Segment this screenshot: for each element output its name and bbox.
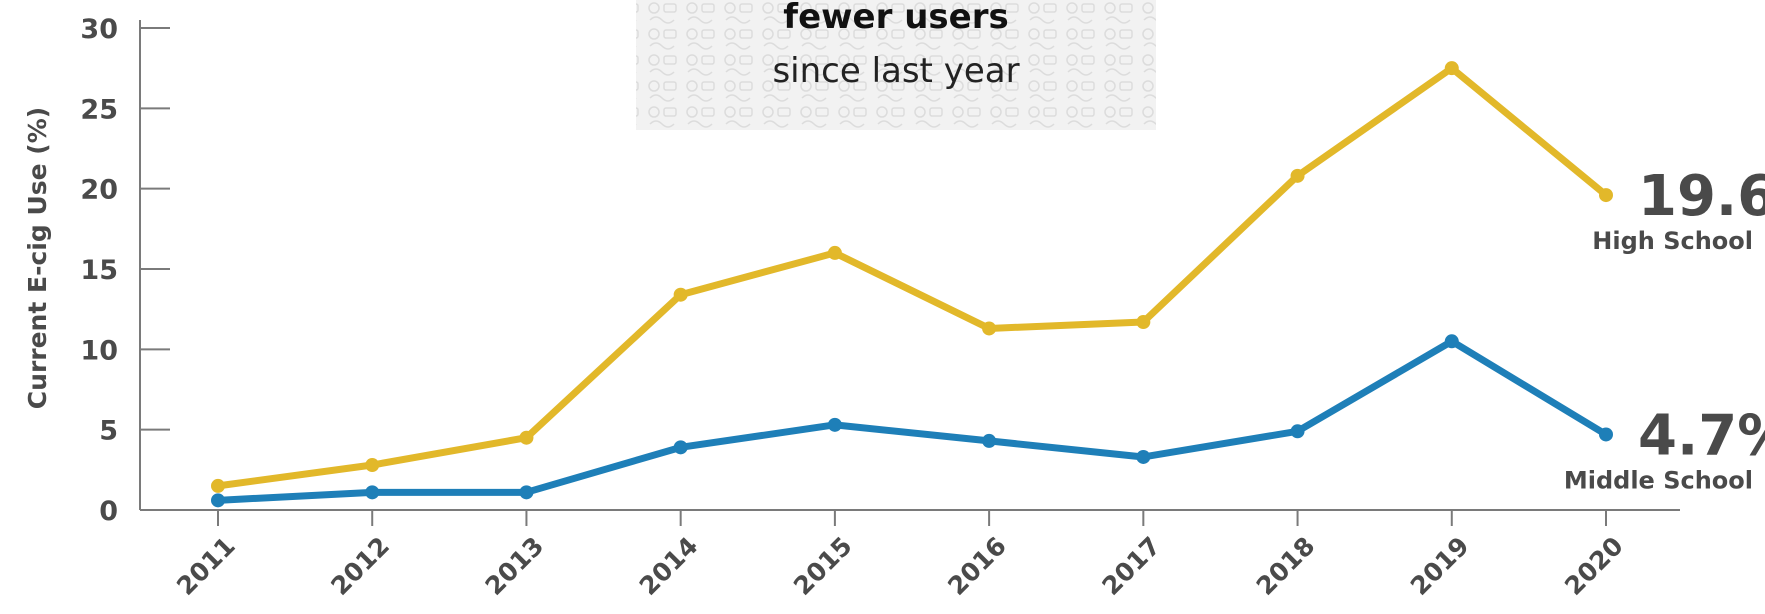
annotation-background [636,0,1156,130]
y-tick-label: 10 [80,335,118,366]
x-tick-label: 2011 [171,531,241,601]
annotation-headline: fewer users [783,0,1008,37]
x-tick-label: 2013 [480,531,550,601]
x-tick-label: 2020 [1559,531,1629,601]
y-tick-label: 5 [99,416,118,447]
data-point-middle-school [1136,449,1151,464]
x-tick-label: 2016 [942,531,1012,601]
x-tick-label: 2019 [1405,531,1475,601]
data-point-high-school [1444,61,1459,76]
y-tick-label: 30 [80,14,118,45]
data-point-middle-school [1290,424,1305,439]
y-tick-label: 25 [80,94,118,125]
data-point-middle-school [827,417,842,432]
x-tick-labels: 2011 2012 2013 2014 2015 2016 2017 2018 2019 2020 [171,510,1629,601]
data-point-middle-school [673,440,688,455]
data-point-high-school [827,245,842,260]
data-point-middle-school [211,493,225,508]
data-point-middle-school [519,485,534,500]
end-value-high-school: 19.6% [1638,164,1765,229]
end-series-name-high-school: High School [1592,227,1753,255]
data-point-high-school [1290,168,1305,183]
x-tick-label: 2018 [1251,531,1321,601]
y-tick-label: 20 [80,175,118,206]
series-line-high-school [214,64,1610,490]
annotation-subline: since last year [772,51,1019,91]
data-point-middle-school [1444,334,1459,349]
y-tick-label: 15 [80,255,118,286]
series-high-school [211,61,1613,493]
y-tick-label: 0 [99,496,118,527]
y-axis-label: Current E-cig Use (%) [23,107,52,409]
x-tick-label: 2015 [788,531,858,601]
data-point-high-school [673,287,688,302]
data-point-high-school [365,458,380,473]
series-line-middle-school [214,337,1610,504]
data-point-high-school [1136,315,1151,330]
data-point-high-school [982,321,997,336]
data-point-middle-school [365,485,380,500]
data-point-high-school [211,478,225,493]
series-layer [211,61,1613,508]
end-labels: 19.6%High School 4.7%Middle School [1564,164,1765,494]
y-tick-labels: 0 5 10 15 20 25 30 [80,14,170,527]
data-point-middle-school [982,433,997,448]
x-tick-label: 2014 [634,531,704,601]
data-point-middle-school [1599,427,1613,442]
end-value-middle-school: 4.7% [1638,403,1765,468]
data-point-high-school [1599,188,1613,203]
series-middle-school [211,334,1613,508]
annotation-panel: fewer users since last year [636,0,1156,130]
x-tick-label: 2017 [1096,531,1166,601]
data-point-high-school [519,430,534,445]
x-tick-label: 2012 [325,531,395,601]
end-series-name-middle-school: Middle School [1564,466,1753,494]
